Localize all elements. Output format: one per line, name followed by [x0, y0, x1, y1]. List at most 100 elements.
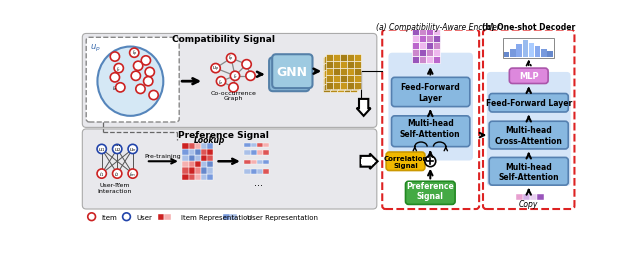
Bar	[412, 43, 419, 50]
Bar	[333, 69, 340, 76]
Bar	[353, 62, 360, 69]
FancyArrow shape	[360, 154, 378, 169]
FancyBboxPatch shape	[489, 122, 568, 149]
Circle shape	[136, 85, 145, 94]
Bar	[195, 149, 201, 155]
Bar	[353, 55, 360, 62]
Circle shape	[425, 156, 436, 167]
Text: (b) One-shot Decoder: (b) One-shot Decoder	[482, 23, 575, 32]
FancyBboxPatch shape	[83, 130, 377, 209]
Circle shape	[216, 77, 226, 86]
Bar	[330, 79, 337, 86]
Bar	[344, 65, 351, 72]
Bar	[244, 169, 250, 174]
Bar	[207, 162, 213, 168]
Bar	[344, 58, 351, 65]
Bar	[352, 57, 359, 64]
Text: Item Representation: Item Representation	[180, 214, 252, 220]
Text: $i_1$: $i_1$	[99, 169, 104, 178]
Bar	[337, 79, 344, 86]
Bar	[337, 72, 344, 79]
Bar	[340, 62, 347, 69]
FancyBboxPatch shape	[382, 30, 479, 209]
Bar	[338, 77, 345, 84]
Bar	[201, 162, 207, 168]
Text: $u_p$: $u_p$	[212, 64, 219, 73]
Bar	[351, 72, 358, 79]
Ellipse shape	[97, 47, 163, 116]
Bar	[324, 70, 331, 77]
Text: Item: Item	[102, 214, 118, 220]
Bar	[522, 40, 528, 57]
Bar	[340, 69, 347, 76]
Bar	[189, 162, 195, 168]
Bar	[537, 195, 544, 200]
FancyArrow shape	[362, 159, 374, 164]
Bar	[347, 69, 353, 76]
Bar	[182, 168, 189, 174]
Bar	[323, 58, 330, 65]
FancyBboxPatch shape	[386, 152, 425, 171]
Bar	[263, 160, 269, 165]
Bar	[419, 29, 426, 36]
Text: User: User	[136, 214, 152, 220]
Bar	[201, 143, 207, 149]
Text: Correlation
Signal: Correlation Signal	[383, 155, 428, 168]
Bar	[351, 86, 358, 93]
Circle shape	[113, 169, 122, 179]
Text: $l_e$: $l_e$	[218, 77, 224, 86]
Bar	[263, 151, 269, 155]
Circle shape	[110, 53, 120, 62]
Bar	[419, 36, 426, 43]
FancyBboxPatch shape	[483, 30, 575, 209]
Bar	[412, 29, 419, 36]
Bar	[337, 58, 344, 65]
Bar	[182, 155, 189, 162]
Bar	[345, 77, 352, 84]
Bar	[331, 77, 338, 84]
Circle shape	[128, 145, 138, 154]
Circle shape	[134, 62, 143, 71]
FancyBboxPatch shape	[509, 69, 548, 84]
Text: $u_1$: $u_1$	[98, 146, 106, 153]
Bar	[189, 174, 195, 180]
Circle shape	[145, 68, 154, 77]
Bar	[419, 43, 426, 50]
Bar	[353, 69, 360, 76]
Circle shape	[131, 72, 140, 81]
Bar	[345, 84, 352, 91]
Bar	[412, 36, 419, 43]
Text: Co-occurrence
Graph: Co-occurrence Graph	[211, 90, 257, 101]
Text: Multi-head
Self-Attention: Multi-head Self-Attention	[499, 162, 559, 181]
Text: Copy: Copy	[519, 199, 538, 208]
Bar	[535, 46, 540, 57]
Bar	[541, 50, 547, 57]
Bar	[333, 83, 340, 90]
Bar	[250, 160, 257, 165]
Bar	[263, 169, 269, 174]
Bar	[195, 143, 201, 149]
Bar	[338, 70, 345, 77]
Circle shape	[211, 64, 220, 73]
Text: $l_r$: $l_r$	[116, 65, 121, 73]
Circle shape	[230, 72, 239, 81]
Bar	[340, 55, 347, 62]
Bar	[195, 168, 201, 174]
Bar	[353, 76, 360, 83]
Bar	[351, 58, 358, 65]
Bar	[337, 86, 344, 93]
Circle shape	[88, 213, 95, 221]
FancyBboxPatch shape	[489, 94, 568, 113]
Bar	[195, 162, 201, 168]
Bar	[330, 72, 337, 79]
Bar	[189, 143, 195, 149]
Bar	[433, 57, 440, 64]
Bar	[433, 50, 440, 57]
FancyBboxPatch shape	[406, 182, 455, 204]
Circle shape	[110, 73, 120, 83]
Bar	[412, 57, 419, 64]
Text: Preference Signal: Preference Signal	[178, 130, 269, 139]
Text: $l_r$: $l_r$	[232, 72, 237, 81]
Bar	[333, 62, 340, 69]
Text: Multi-head
Cross-Attention: Multi-head Cross-Attention	[495, 126, 563, 145]
